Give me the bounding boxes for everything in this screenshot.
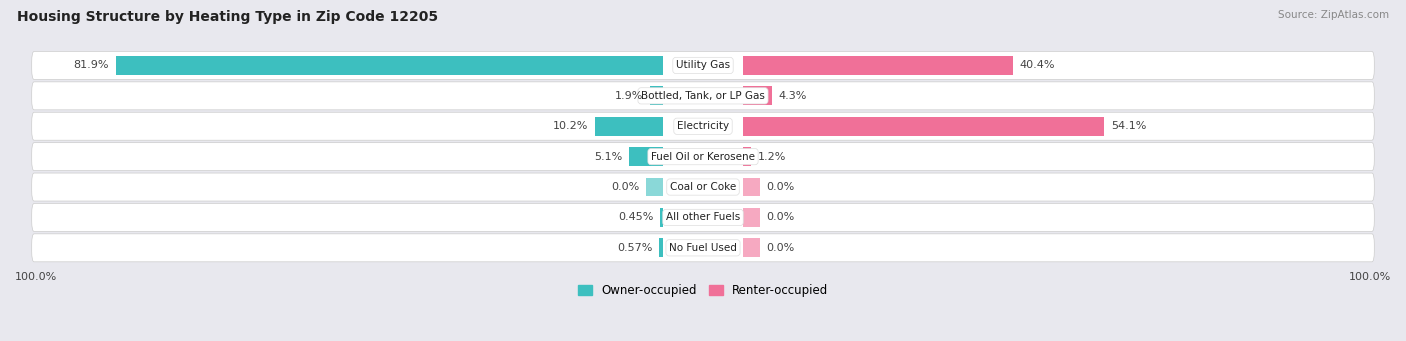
Bar [647,178,662,196]
FancyBboxPatch shape [32,51,1374,79]
Text: Electricity: Electricity [676,121,730,131]
Text: 0.0%: 0.0% [766,243,794,253]
Bar [744,86,772,105]
Text: 0.57%: 0.57% [617,243,652,253]
Bar [744,208,759,227]
Text: 0.0%: 0.0% [766,212,794,222]
Text: All other Fuels: All other Fuels [666,212,740,222]
FancyBboxPatch shape [32,204,1374,232]
Text: Source: ZipAtlas.com: Source: ZipAtlas.com [1278,10,1389,20]
FancyBboxPatch shape [32,112,1374,140]
Text: 81.9%: 81.9% [73,60,110,71]
Legend: Owner-occupied, Renter-occupied: Owner-occupied, Renter-occupied [572,279,834,302]
Bar [744,56,1012,75]
Bar [628,147,662,166]
Bar [595,117,662,136]
Text: 0.0%: 0.0% [612,182,640,192]
Text: 100.0%: 100.0% [1348,271,1391,282]
Bar [115,56,662,75]
Text: 40.4%: 40.4% [1019,60,1054,71]
Bar [659,208,662,227]
Text: No Fuel Used: No Fuel Used [669,243,737,253]
Bar [744,178,759,196]
Bar [659,238,662,257]
FancyBboxPatch shape [32,82,1374,110]
Text: 4.3%: 4.3% [779,91,807,101]
Text: 5.1%: 5.1% [593,152,623,162]
Text: Coal or Coke: Coal or Coke [669,182,737,192]
Text: 0.45%: 0.45% [617,212,654,222]
Text: 1.9%: 1.9% [616,91,644,101]
Bar [744,147,751,166]
Bar [744,117,1105,136]
Text: 54.1%: 54.1% [1111,121,1146,131]
Bar [650,86,662,105]
Bar [744,238,759,257]
FancyBboxPatch shape [32,143,1374,170]
Text: 10.2%: 10.2% [553,121,588,131]
Text: 1.2%: 1.2% [758,152,786,162]
FancyBboxPatch shape [32,173,1374,201]
Text: 100.0%: 100.0% [15,271,58,282]
Text: Utility Gas: Utility Gas [676,60,730,71]
Text: Housing Structure by Heating Type in Zip Code 12205: Housing Structure by Heating Type in Zip… [17,10,439,24]
Text: Bottled, Tank, or LP Gas: Bottled, Tank, or LP Gas [641,91,765,101]
Text: 0.0%: 0.0% [766,182,794,192]
Text: Fuel Oil or Kerosene: Fuel Oil or Kerosene [651,152,755,162]
FancyBboxPatch shape [32,234,1374,262]
